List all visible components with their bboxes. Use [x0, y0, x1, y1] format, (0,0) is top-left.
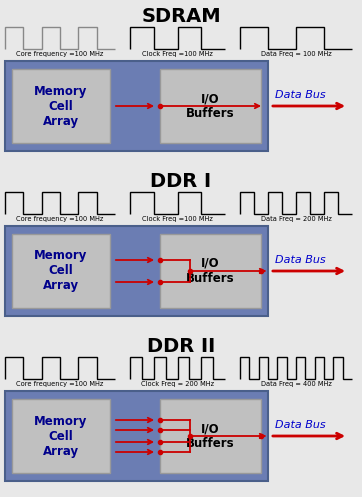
- Text: Data Freq = 400 MHz: Data Freq = 400 MHz: [261, 381, 332, 387]
- Text: Memory
Cell
Array: Memory Cell Array: [34, 84, 88, 128]
- Text: DDR I: DDR I: [151, 172, 211, 191]
- Text: Clock Freq = 200 MHz: Clock Freq = 200 MHz: [141, 381, 214, 387]
- Text: I/O
Buffers: I/O Buffers: [186, 257, 235, 285]
- Text: Memory
Cell
Array: Memory Cell Array: [34, 249, 88, 293]
- Bar: [12, 234, 110, 308]
- Bar: [12, 69, 110, 143]
- Text: Core frequency =100 MHz: Core frequency =100 MHz: [16, 381, 104, 387]
- Text: Data Freq = 100 MHz: Data Freq = 100 MHz: [261, 51, 331, 57]
- Bar: [160, 234, 261, 308]
- Text: Clock Freq =100 MHz: Clock Freq =100 MHz: [142, 51, 213, 57]
- Text: Core frequency =100 MHz: Core frequency =100 MHz: [16, 216, 104, 222]
- Text: Core frequency =100 MHz: Core frequency =100 MHz: [16, 51, 104, 57]
- Text: Data Freq = 200 MHz: Data Freq = 200 MHz: [261, 216, 332, 222]
- Text: Clock Freq =100 MHz: Clock Freq =100 MHz: [142, 216, 213, 222]
- Bar: [12, 399, 110, 473]
- Text: DDR II: DDR II: [147, 337, 215, 356]
- Text: SDRAM: SDRAM: [141, 7, 221, 26]
- Text: Memory
Cell
Array: Memory Cell Array: [34, 414, 88, 458]
- Bar: [5, 391, 268, 481]
- Bar: [160, 69, 261, 143]
- Text: Data Bus: Data Bus: [275, 420, 326, 430]
- Text: I/O
Buffers: I/O Buffers: [186, 422, 235, 450]
- Bar: [5, 61, 268, 151]
- Text: Data Bus: Data Bus: [275, 90, 326, 100]
- Bar: [160, 399, 261, 473]
- Bar: [5, 226, 268, 316]
- Text: Data Bus: Data Bus: [275, 255, 326, 265]
- Text: I/O
Buffers: I/O Buffers: [186, 92, 235, 120]
